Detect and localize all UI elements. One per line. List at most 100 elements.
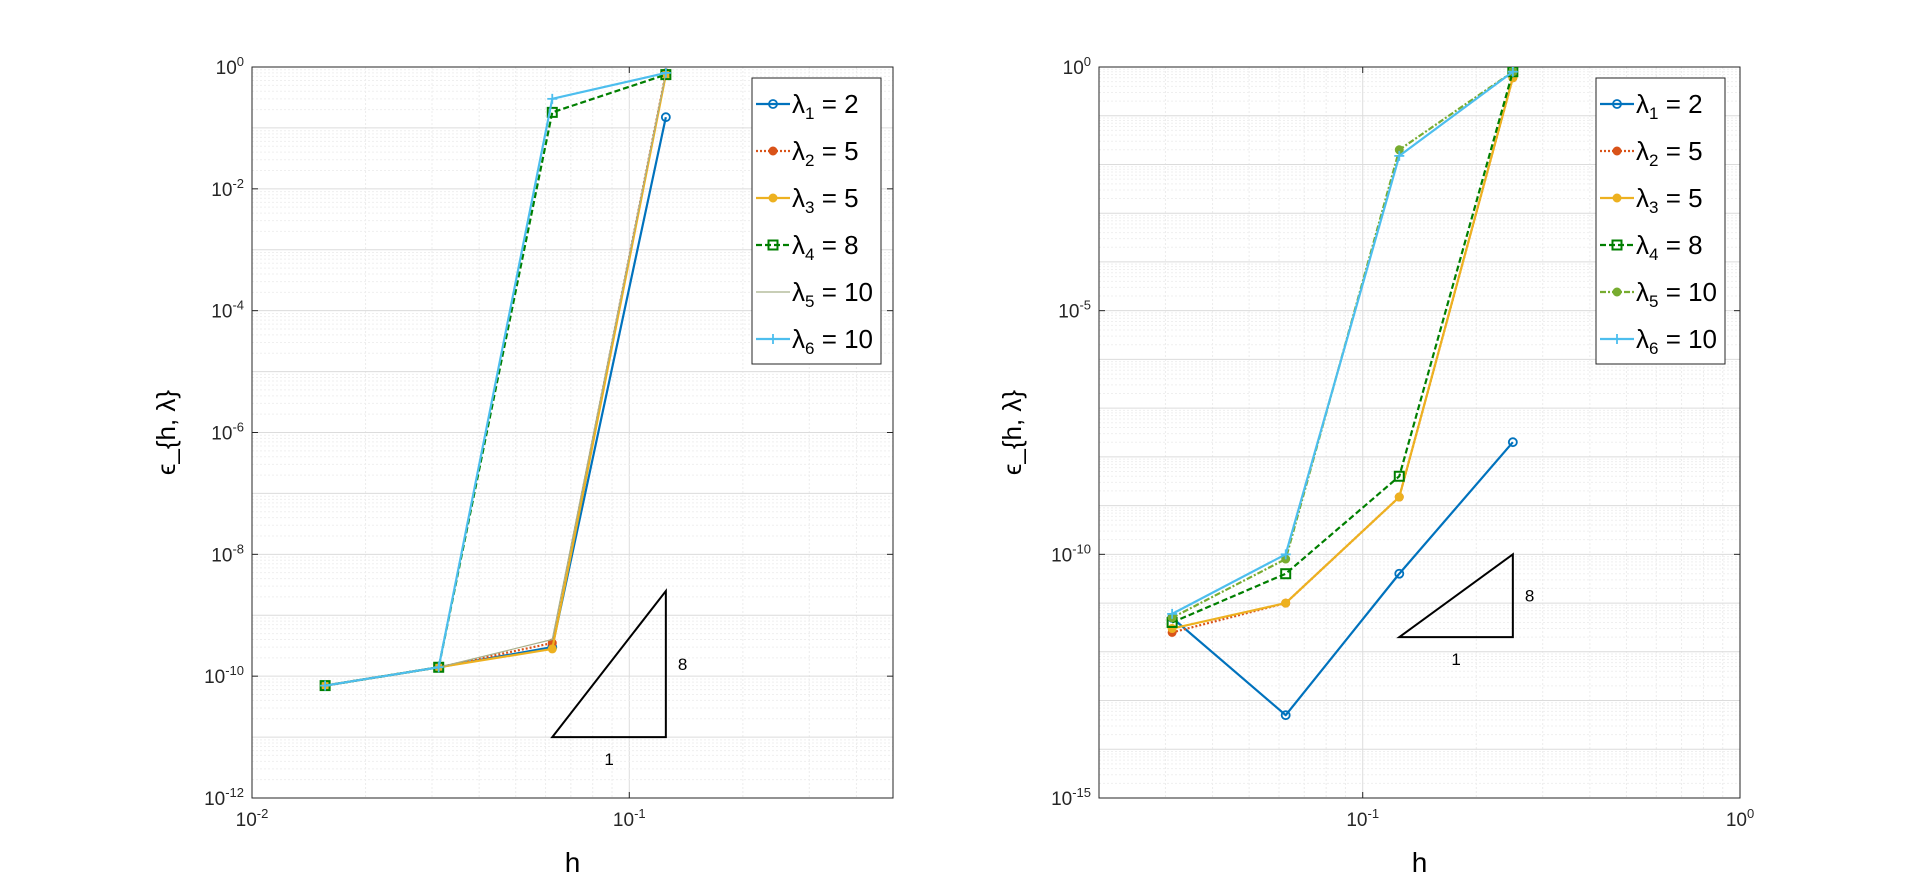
legend-subscript: 5 — [1649, 292, 1658, 311]
legend-symbol: λ — [1636, 324, 1649, 354]
x-tick-label: 100 — [1726, 806, 1754, 831]
x-tick-base: 10 — [236, 810, 257, 831]
legend-marker — [1612, 146, 1622, 156]
legend-value: = 5 — [814, 183, 858, 213]
series-6-point — [433, 662, 444, 673]
y-tick-exponent: -5 — [1079, 298, 1091, 313]
series-layer — [1166, 67, 1519, 721]
slope-rise-label: 8 — [1525, 587, 1534, 606]
legend-subscript: 4 — [805, 245, 814, 264]
x-tick-label: 10-1 — [613, 806, 646, 831]
legend-value: = 10 — [1658, 277, 1717, 307]
legend-value: = 10 — [1658, 324, 1717, 354]
x-tick-label: 10-1 — [1346, 806, 1379, 831]
y-tick-base: 10 — [1051, 789, 1072, 810]
y-tick-label: 100 — [1063, 54, 1091, 79]
x-tick-exponent: -1 — [634, 806, 646, 821]
legend-subscript: 6 — [1649, 339, 1658, 358]
legend-entry: λ5 = 10 — [756, 277, 873, 311]
legend-label: λ6 = 10 — [1636, 324, 1717, 358]
series-3-line — [1171, 77, 1514, 630]
legend-value: = 5 — [814, 136, 858, 166]
series-1-point — [1280, 710, 1291, 721]
legend-symbol: λ — [792, 89, 805, 119]
x-axis-label: h — [1412, 847, 1428, 878]
y-tick-base: 10 — [211, 302, 232, 323]
legend-symbol: λ — [1636, 230, 1649, 260]
legend-entry: λ3 = 5 — [756, 183, 859, 217]
legend-subscript: 2 — [1649, 151, 1658, 170]
legend-label: λ4 = 8 — [792, 230, 859, 264]
legend-marker — [768, 334, 778, 344]
legend-label: λ2 = 5 — [792, 136, 859, 170]
legend-label: λ6 = 10 — [792, 324, 873, 358]
legend-entry: λ2 = 5 — [756, 136, 859, 170]
legend-value: = 2 — [814, 89, 858, 119]
legend-marker — [1612, 287, 1622, 297]
legend-entry: λ4 = 8 — [756, 230, 859, 264]
series-1-line — [1171, 441, 1514, 717]
legend-marker — [1612, 334, 1622, 344]
y-tick-exponent: -8 — [232, 541, 244, 556]
legend-entry: λ1 = 2 — [756, 89, 859, 123]
series-3-point — [1167, 624, 1177, 634]
y-tick-base: 10 — [211, 545, 232, 566]
legend-box — [1595, 77, 1726, 365]
y-tick-exponent: 0 — [237, 54, 244, 69]
legend-symbol: λ — [1636, 136, 1649, 166]
legend-entry: λ4 = 8 — [1600, 230, 1703, 264]
legend-marker — [768, 193, 778, 203]
slope-triangle-shape — [550, 588, 667, 739]
legend-entry: λ5 = 10 — [1600, 277, 1717, 311]
legend-subscript: 3 — [805, 198, 814, 217]
legend-marker — [1612, 193, 1622, 203]
y-axis-label: ϵ_{h, λ} — [997, 390, 1027, 476]
y-tick-label: 10-10 — [204, 663, 244, 688]
legend-label: λ4 = 8 — [1636, 230, 1703, 264]
series-1-point — [1507, 437, 1518, 448]
legend-symbol: λ — [1636, 183, 1649, 213]
series-6-point — [547, 93, 558, 104]
y-tick-exponent: -2 — [232, 176, 244, 191]
slope-run-label: 1 — [1451, 650, 1460, 669]
grid — [251, 66, 894, 799]
legend-marker — [1612, 99, 1622, 109]
legend-subscript: 1 — [1649, 104, 1658, 123]
legend-subscript: 2 — [805, 151, 814, 170]
series-6-point — [1394, 150, 1405, 161]
legend-label: λ5 = 10 — [792, 277, 873, 311]
legend-symbol: λ — [1636, 89, 1649, 119]
y-tick-exponent: 0 — [1084, 54, 1091, 69]
y-tick-label: 10-12 — [204, 785, 244, 810]
x-tick-base: 10 — [1726, 810, 1747, 831]
legend-label: λ2 = 5 — [1636, 136, 1703, 170]
legend-symbol: λ — [792, 230, 805, 260]
series-6-point — [1280, 549, 1291, 560]
x-tick-base: 10 — [1346, 810, 1367, 831]
legend-value: = 2 — [1658, 89, 1702, 119]
series-3-point — [1281, 598, 1291, 608]
y-tick-label: 10-5 — [1058, 298, 1091, 323]
left-chart: 10-2 10-110010-210-410-610-810-1010-12hϵ_… — [151, 54, 894, 878]
legend-value: = 8 — [1658, 230, 1702, 260]
series-6 — [320, 67, 671, 691]
legend-label: λ5 = 10 — [1636, 277, 1717, 311]
grid — [1098, 66, 1741, 799]
series-1-point — [660, 112, 671, 123]
x-axis-label: h — [565, 847, 581, 878]
y-tick-label: 100 — [216, 54, 244, 79]
y-tick-base: 10 — [1051, 545, 1072, 566]
legend-subscript: 4 — [1649, 245, 1658, 264]
y-tick-label: 10-8 — [211, 541, 244, 566]
series-6-point — [1507, 67, 1518, 77]
legend-label: λ1 = 2 — [792, 89, 859, 123]
series-6-line — [1171, 70, 1514, 615]
y-tick-label: 10-2 — [211, 176, 244, 201]
y-tick-exponent: -12 — [225, 785, 244, 800]
series-layer — [319, 67, 672, 692]
legend-marker — [767, 239, 779, 251]
y-tick-base: 10 — [204, 789, 225, 810]
